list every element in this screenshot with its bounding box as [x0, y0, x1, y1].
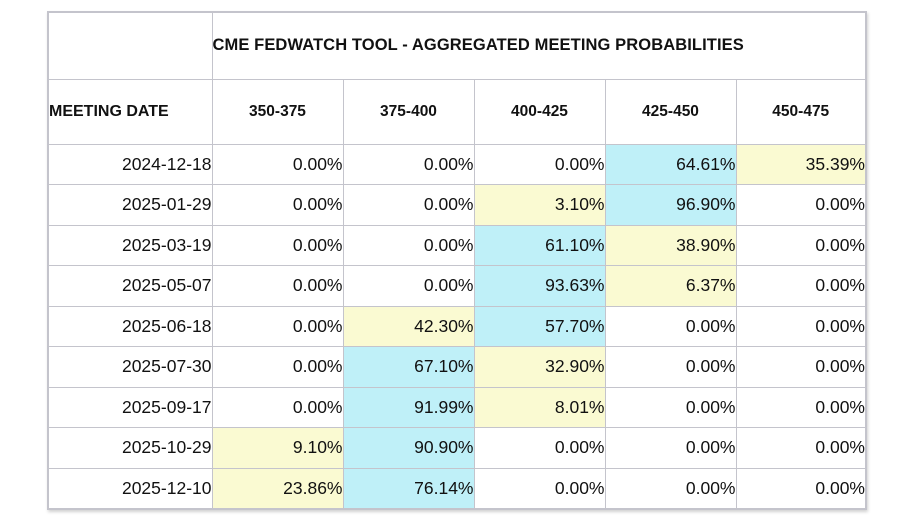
meeting-date-cell: 2025-09-17 [47, 386, 213, 428]
probability-cell: 0.00% [211, 305, 344, 347]
fedwatch-probability-table: CME FEDWATCH TOOL - AGGREGATED MEETING P… [47, 11, 867, 510]
meeting-date-cell: 2025-06-18 [47, 305, 213, 347]
probability-cell: 0.00% [604, 386, 737, 428]
probability-cell: 0.00% [342, 143, 475, 185]
meeting-date-header: MEETING DATE [47, 78, 213, 145]
probability-cell: 9.10% [211, 427, 344, 469]
table-row: 2025-09-17 0.00% 91.99% 8.01% 0.00% 0.00% [47, 386, 867, 428]
probability-cell: 0.00% [342, 184, 475, 226]
meeting-date-cell: 2025-05-07 [47, 265, 213, 307]
probability-cell: 0.00% [604, 427, 737, 469]
probability-cell: 67.10% [342, 346, 475, 388]
meeting-date-cell: 2025-10-29 [47, 427, 213, 469]
probability-cell: 0.00% [735, 184, 867, 226]
table-row: 2025-05-07 0.00% 0.00% 93.63% 6.37% 0.00% [47, 265, 867, 307]
probability-cell: 76.14% [342, 467, 475, 509]
table-row: 2025-06-18 0.00% 42.30% 57.70% 0.00% 0.00% [47, 305, 867, 347]
probability-cell: 0.00% [211, 386, 344, 428]
probability-cell: 23.86% [211, 467, 344, 509]
probability-cell: 0.00% [342, 224, 475, 266]
table-row: 2025-01-29 0.00% 0.00% 3.10% 96.90% 0.00% [47, 184, 867, 226]
probability-cell: 93.63% [473, 265, 606, 307]
probability-cell: 38.90% [604, 224, 737, 266]
probability-cell: 0.00% [211, 224, 344, 266]
probability-cell: 42.30% [342, 305, 475, 347]
probability-cell: 0.00% [735, 305, 867, 347]
probability-cell: 0.00% [211, 143, 344, 185]
probability-cell: 91.99% [342, 386, 475, 428]
probability-cell: 0.00% [735, 427, 867, 469]
range-header: 350-375 [211, 78, 344, 145]
title-row: CME FEDWATCH TOOL - AGGREGATED MEETING P… [47, 11, 867, 80]
table-row: 2025-12-10 23.86% 76.14% 0.00% 0.00% 0.00% [47, 467, 867, 509]
table-title: CME FEDWATCH TOOL - AGGREGATED MEETING P… [211, 11, 867, 80]
probability-cell: 0.00% [211, 184, 344, 226]
table-row: 2025-03-19 0.00% 0.00% 61.10% 38.90% 0.00% [47, 224, 867, 266]
probability-cell: 0.00% [211, 346, 344, 388]
meeting-date-cell: 2024-12-18 [47, 143, 213, 185]
probability-cell: 0.00% [735, 265, 867, 307]
range-header: 375-400 [342, 78, 475, 145]
probability-cell: 3.10% [473, 184, 606, 226]
meeting-date-cell: 2025-01-29 [47, 184, 213, 226]
probability-cell: 0.00% [735, 346, 867, 388]
probability-cell: 0.00% [604, 467, 737, 509]
probability-cell: 0.00% [342, 265, 475, 307]
range-header: 425-450 [604, 78, 737, 145]
range-header: 450-475 [735, 78, 867, 145]
probability-cell: 0.00% [211, 265, 344, 307]
column-header-row: MEETING DATE 350-375 375-400 400-425 425… [47, 78, 867, 145]
probability-cell: 0.00% [735, 386, 867, 428]
probability-cell: 96.90% [604, 184, 737, 226]
meeting-date-cell: 2025-03-19 [47, 224, 213, 266]
probability-cell: 0.00% [473, 143, 606, 185]
fedwatch-table-container: CME FEDWATCH TOOL - AGGREGATED MEETING P… [47, 11, 867, 510]
probability-cell: 32.90% [473, 346, 606, 388]
probability-cell: 0.00% [604, 346, 737, 388]
probability-cell: 90.90% [342, 427, 475, 469]
probability-cell: 57.70% [473, 305, 606, 347]
meeting-date-cell: 2025-12-10 [47, 467, 213, 509]
table-row: 2024-12-18 0.00% 0.00% 0.00% 64.61% 35.39% [47, 143, 867, 185]
range-header: 400-425 [473, 78, 606, 145]
probability-cell: 61.10% [473, 224, 606, 266]
table-row: 2025-10-29 9.10% 90.90% 0.00% 0.00% 0.00% [47, 427, 867, 469]
probability-cell: 0.00% [604, 305, 737, 347]
probability-cell: 6.37% [604, 265, 737, 307]
probability-cell: 35.39% [735, 143, 867, 185]
table-body: 2024-12-18 0.00% 0.00% 0.00% 64.61% 35.39% 202… [47, 143, 867, 509]
probability-cell: 0.00% [735, 224, 867, 266]
probability-cell: 8.01% [473, 386, 606, 428]
corner-cell [47, 11, 213, 80]
probability-cell: 64.61% [604, 143, 737, 185]
probability-cell: 0.00% [473, 467, 606, 509]
table-row: 2025-07-30 0.00% 67.10% 32.90% 0.00% 0.00% [47, 346, 867, 388]
probability-cell: 0.00% [735, 467, 867, 509]
probability-cell: 0.00% [473, 427, 606, 469]
meeting-date-cell: 2025-07-30 [47, 346, 213, 388]
